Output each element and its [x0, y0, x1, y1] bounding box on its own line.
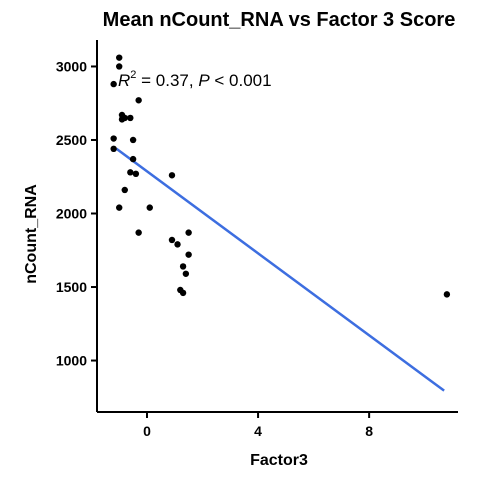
data-point: [179, 289, 187, 297]
points-layer: [110, 54, 451, 298]
p-value: < 0.001: [210, 71, 272, 90]
r-value: = 0.37,: [136, 71, 198, 90]
data-point: [185, 229, 192, 236]
y-tick-label: 1000: [56, 353, 87, 369]
data-point: [110, 145, 117, 153]
p-label: P: [198, 71, 210, 90]
data-point: [168, 236, 176, 244]
regression-line: [115, 147, 445, 392]
y-tick-label: 2500: [56, 132, 87, 148]
data-point: [132, 170, 140, 178]
x-axis-ticks: 0 4 8: [143, 412, 373, 439]
x-tick-label: 0: [143, 423, 151, 439]
y-axis-title: nCount_RNA: [23, 184, 40, 284]
y-axis-ticks: 1000 1500 2000 2500 3000: [56, 58, 97, 369]
data-point: [121, 186, 128, 194]
data-point: [146, 204, 153, 211]
chart-title: Mean nCount_RNA vs Factor 3 Score: [103, 9, 456, 31]
data-point: [127, 169, 134, 176]
data-point: [185, 251, 192, 258]
x-axis-title: Factor3: [250, 452, 308, 469]
plot-area: [110, 54, 451, 392]
data-point: [127, 114, 134, 122]
data-point: [116, 54, 123, 61]
data-point: [110, 135, 117, 142]
y-tick-label: 2000: [56, 206, 87, 222]
data-point: [129, 155, 137, 163]
fit-line-layer: [115, 147, 445, 392]
fit-annotation: R2 = 0.37, P < 0.001: [118, 69, 272, 90]
data-point: [129, 136, 137, 144]
data-point: [179, 263, 187, 270]
data-point: [121, 114, 128, 122]
x-tick-label: 4: [254, 423, 262, 439]
data-point: [135, 229, 142, 236]
data-point: [116, 204, 123, 211]
r-label: R: [118, 71, 130, 90]
data-point: [168, 172, 176, 179]
data-point: [135, 97, 142, 104]
r-exponent: 2: [130, 69, 136, 81]
data-point: [174, 241, 181, 248]
y-tick-label: 1500: [56, 279, 87, 295]
data-point: [116, 63, 123, 70]
x-tick-label: 8: [365, 423, 373, 439]
data-point: [443, 291, 451, 298]
y-tick-label: 3000: [56, 58, 87, 74]
data-point: [110, 80, 117, 88]
data-point: [182, 270, 190, 277]
